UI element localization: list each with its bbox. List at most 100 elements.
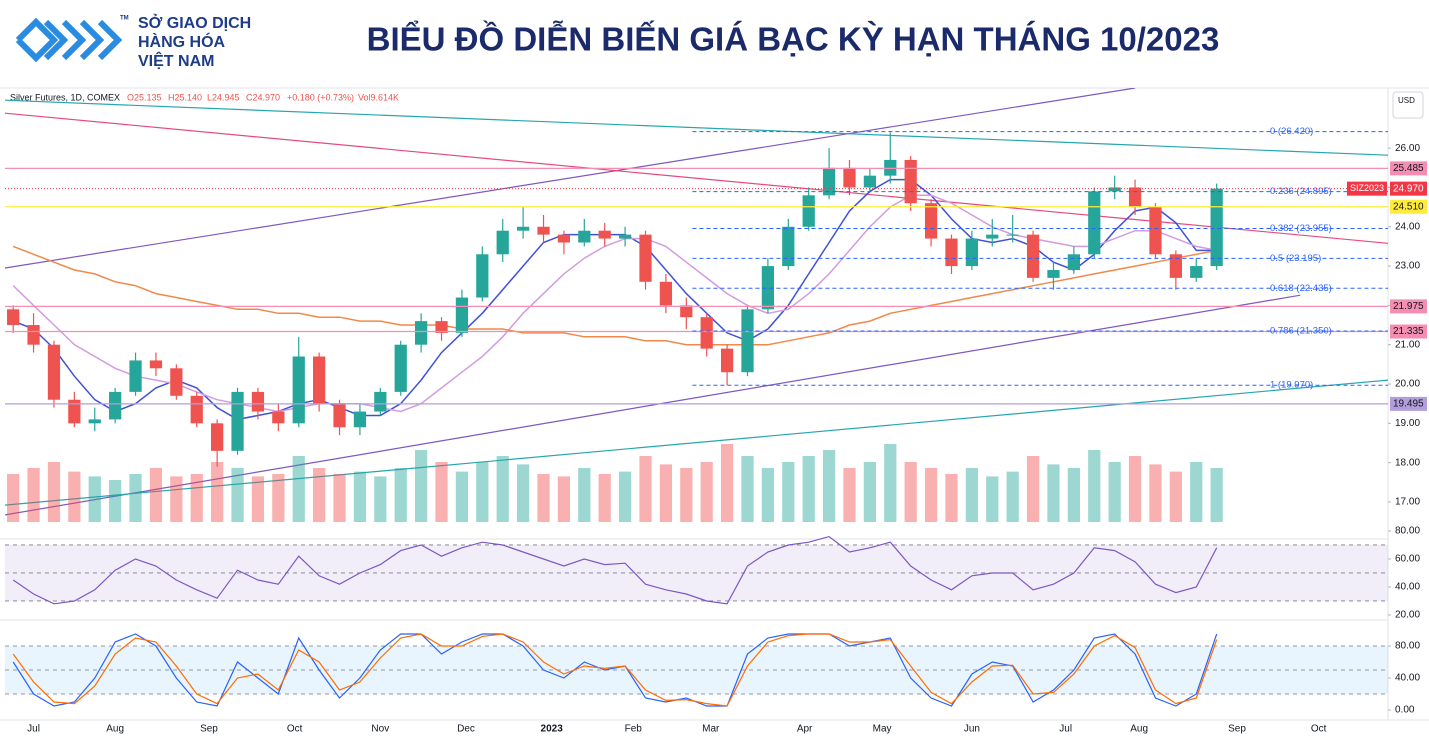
volume-bar [1088, 450, 1101, 522]
candle-body [1210, 188, 1223, 267]
volume-bar [843, 468, 856, 522]
y-tick-label: 40.00 [1395, 673, 1420, 684]
trendline [5, 99, 1388, 156]
volume-bar [149, 468, 163, 522]
volume-bar [1210, 468, 1223, 522]
fib-label: 0.5 (23.195) [1270, 253, 1321, 264]
level-tag [1390, 396, 1427, 411]
candle-body [231, 391, 244, 451]
level-tag [1390, 299, 1427, 314]
volume-bar [659, 464, 673, 522]
fib-label: 0.786 (21.350) [1270, 325, 1332, 336]
pane [5, 88, 1388, 522]
candle-body [557, 234, 571, 243]
indicator-line [12, 633, 1218, 707]
x-tick-label: Sep [1228, 724, 1246, 735]
volume-bar [231, 468, 244, 522]
candle-body [639, 234, 652, 282]
currency-box[interactable] [1392, 91, 1424, 119]
candle-body [700, 317, 713, 349]
candle-body [496, 230, 509, 255]
y-tick-label: 24.00 [1395, 221, 1420, 232]
logo-line: HÀNG HÓA [138, 32, 226, 51]
candle-body [1067, 254, 1080, 271]
legend-info: Silver Futures, 1D, COMEX O25.135 H25.14… [10, 91, 1424, 119]
candle-body [986, 234, 999, 239]
level-label: 21.975 [1393, 301, 1424, 312]
logo-line: VIỆT NAM [138, 51, 214, 70]
logo [15, 17, 123, 63]
y-tick-label: 20.00 [1395, 379, 1420, 390]
volume-bar [945, 474, 958, 522]
volume-bar [394, 468, 407, 522]
volume-bar [313, 468, 326, 522]
candle-body [272, 411, 285, 424]
level-label: 19.495 [1393, 399, 1424, 410]
title: BIỂU ĐỒ DIỄN BIẾN GIÁ BẠC KỲ HẠN THÁNG 1… [367, 21, 1220, 58]
volume-bar [109, 480, 122, 522]
last-price-symbol: SIZ2023 [1350, 183, 1384, 193]
x-tick-label: Nov [371, 724, 389, 735]
volume-bar [822, 450, 836, 522]
volume-bar [272, 474, 285, 522]
candle-body [1190, 266, 1203, 278]
candle-body [802, 195, 815, 227]
y-tick-label: 40.00 [1395, 582, 1420, 593]
y-tick-label: 80.00 [1395, 526, 1420, 537]
candle-body [109, 391, 122, 420]
x-tick-label: Feb [625, 724, 643, 735]
candle-body [1108, 187, 1121, 192]
candle-body [190, 395, 203, 424]
candle-body [863, 175, 877, 188]
volume-bar [639, 456, 652, 522]
trademark: TM [120, 16, 129, 22]
candle-body [129, 360, 142, 392]
volume-bar [1169, 471, 1182, 522]
candle-body [1006, 234, 1019, 236]
ohlc: C24.970 [246, 92, 280, 102]
volume-bar [1108, 462, 1121, 522]
moving-average [12, 178, 1217, 421]
y-tick-label: 18.00 [1395, 457, 1420, 468]
volume-bar [476, 462, 489, 522]
volume-bar [353, 471, 367, 522]
level-label: 25.485 [1393, 163, 1424, 174]
y-tick-label: 19.00 [1395, 418, 1420, 429]
candle-body [353, 411, 367, 428]
candle-body [211, 423, 224, 451]
candle-body [292, 356, 305, 424]
logo-line: SỞ GIAO DỊCH [138, 13, 251, 32]
fib-label: 1 (19.970) [1270, 380, 1313, 391]
x-tick-label: Mar [702, 724, 720, 735]
volume-bar [700, 462, 713, 522]
volume-bar [884, 444, 897, 522]
y-tick-label: 20.00 [1395, 610, 1420, 621]
volume-bar [7, 474, 20, 522]
candle-body [149, 360, 163, 369]
volume-bar [190, 474, 203, 522]
pane [5, 633, 1388, 707]
candle-body [720, 348, 734, 373]
volume-bar [1047, 464, 1060, 522]
volume-bar [435, 462, 448, 522]
volume-bar [720, 444, 734, 522]
volume-bar [924, 468, 938, 522]
ohlc: H25.140 [168, 92, 202, 102]
volume-bar [129, 474, 142, 522]
volume-bar [1128, 456, 1142, 522]
fib-label: 0.382 (23.955) [1270, 223, 1332, 234]
candle-body [170, 368, 183, 396]
candle-body [1169, 254, 1182, 278]
trendline [5, 112, 1388, 244]
volume-bar [618, 471, 632, 522]
y-tick-label: 17.00 [1395, 497, 1420, 508]
volume-bar [802, 456, 815, 522]
x-tick-label: 2023 [541, 724, 564, 735]
volume-bar [47, 462, 61, 522]
pane [5, 535, 1388, 605]
volume-bar [863, 462, 877, 522]
volume-bar [1190, 462, 1203, 522]
ohlc: O25.135 [127, 92, 162, 102]
y-tick-label: 21.00 [1395, 339, 1420, 350]
candle-body [7, 309, 20, 326]
